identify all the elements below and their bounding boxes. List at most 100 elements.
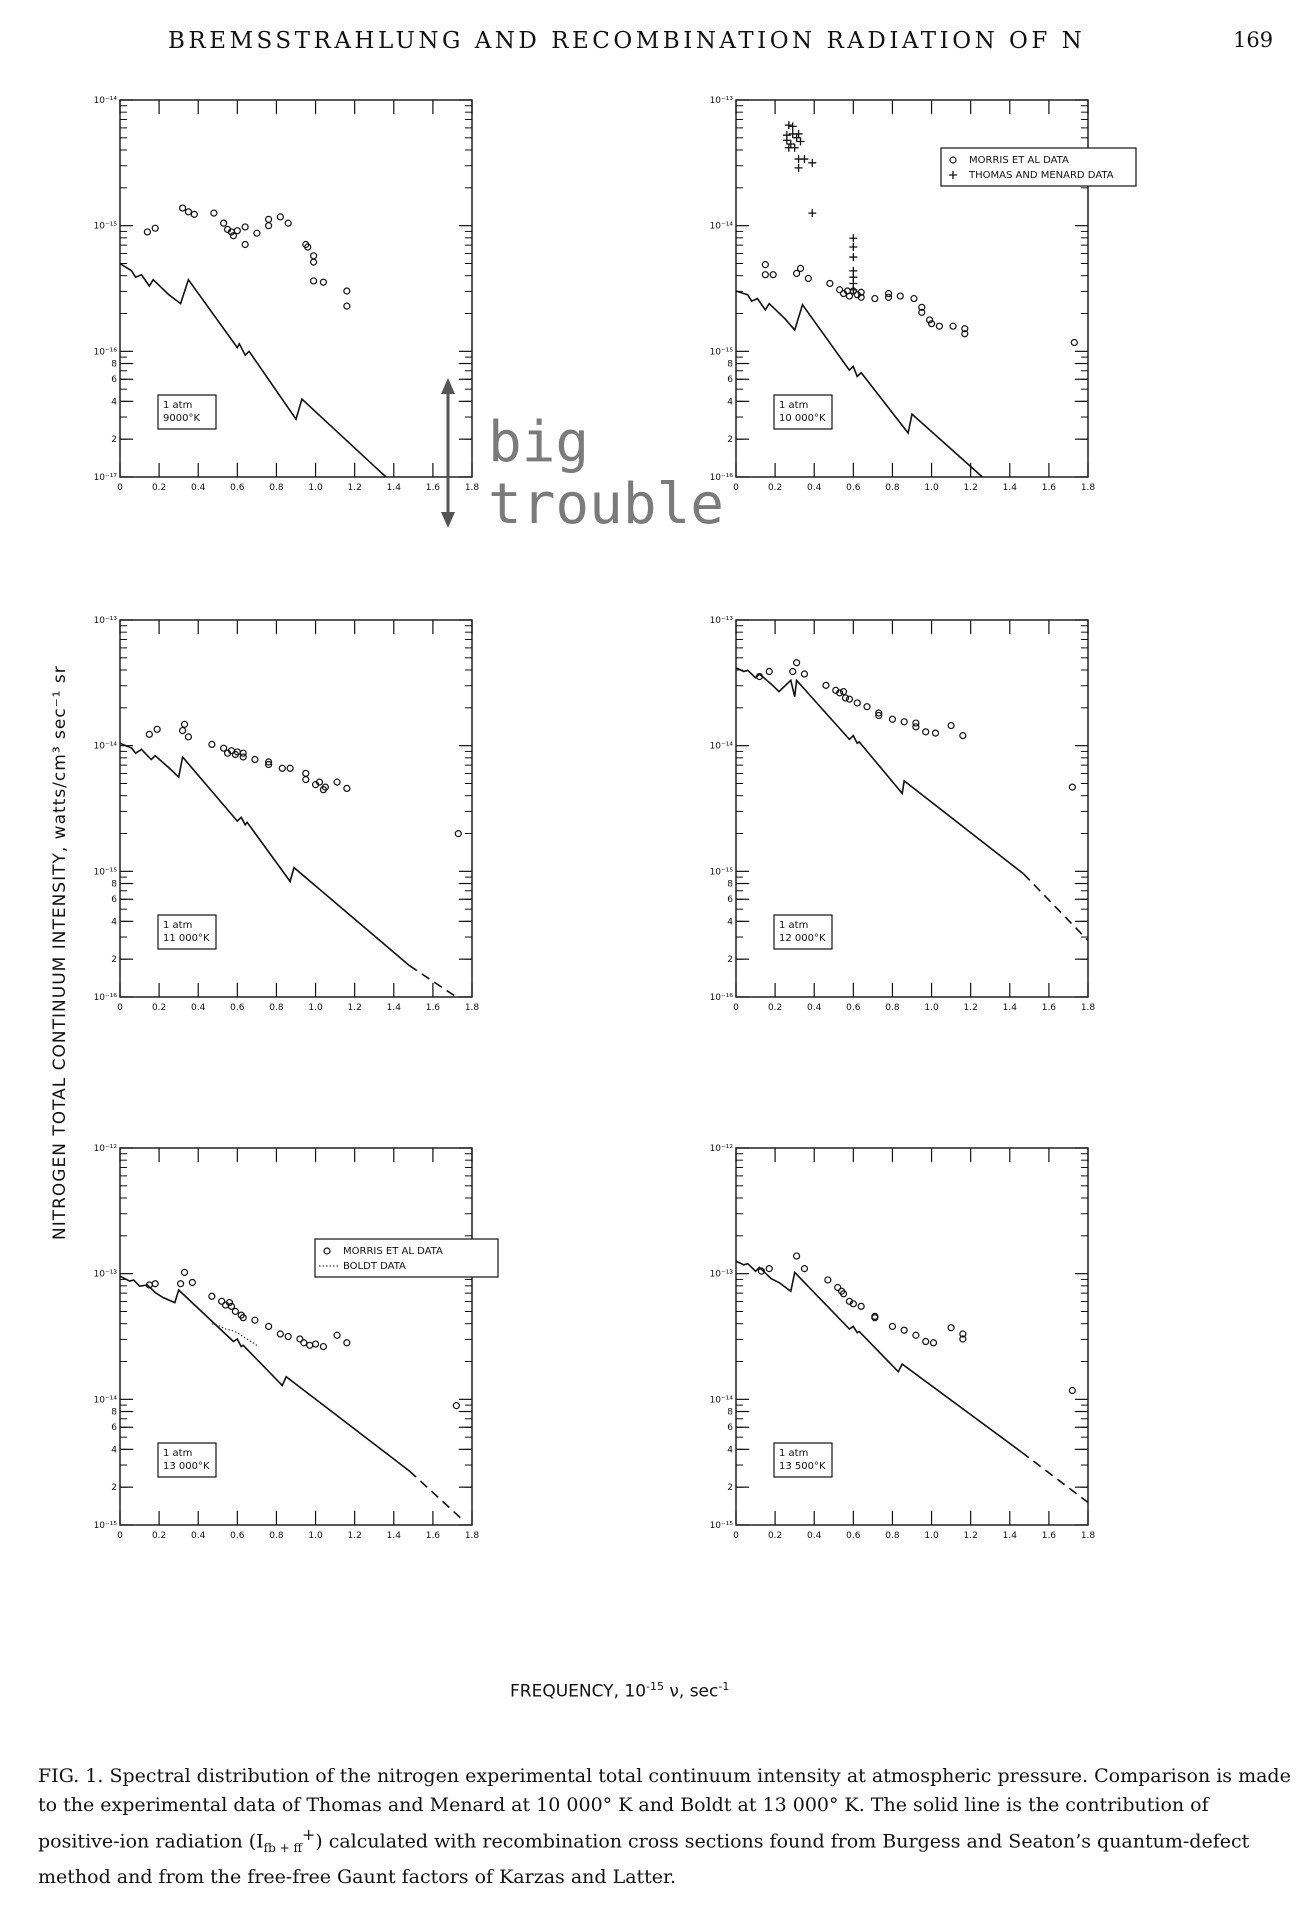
- x-tick-label: 1.8: [465, 1003, 480, 1013]
- legend-marker-circle: [949, 156, 957, 164]
- data-point-circle: [1068, 783, 1076, 791]
- data-point-circle: [845, 292, 854, 300]
- data-point-plus: [782, 136, 791, 145]
- solid-line-series: [119, 1275, 410, 1472]
- data-point-plus: [849, 285, 858, 294]
- data-point-circle: [239, 1314, 247, 1322]
- data-point-circle: [184, 733, 193, 741]
- condition-label-text: 1 atm: [163, 1448, 192, 1459]
- data-point-circle: [284, 219, 292, 227]
- data-point-circle: [310, 277, 318, 285]
- data-point-circle: [208, 1292, 216, 1300]
- data-point-circle: [793, 1252, 801, 1260]
- data-point-circle: [253, 229, 261, 237]
- data-point-plus: [849, 243, 858, 252]
- watermark-line1: big: [488, 410, 590, 475]
- x-tick-label: 1.8: [1081, 1531, 1096, 1541]
- data-point-circle: [857, 1302, 865, 1310]
- data-point-circle: [233, 227, 241, 235]
- data-point-circle: [220, 219, 228, 227]
- data-point-circle: [251, 755, 259, 764]
- y-tick-label: 10⁻¹³: [710, 1270, 734, 1280]
- caption-superscript: +: [302, 1825, 316, 1844]
- x-tick-label: 1.6: [426, 483, 441, 493]
- y-tick-label: 10⁻¹⁵: [710, 347, 734, 357]
- data-point-circle: [888, 715, 897, 723]
- data-point-circle: [231, 1307, 239, 1315]
- data-point-plus: [794, 129, 803, 138]
- data-point-circle: [959, 732, 967, 740]
- x-axis-label-prefix: FREQUENCY, 10: [510, 1681, 647, 1702]
- caption-label: FIG. 1.: [38, 1765, 104, 1787]
- data-point-circle: [225, 1298, 234, 1307]
- y-tick-label: 8: [727, 1408, 733, 1418]
- y-tick-label: 10⁻¹²: [710, 1144, 734, 1154]
- x-tick-label: 0.2: [152, 1003, 166, 1013]
- data-point-circle: [315, 778, 324, 786]
- data-point-circle: [947, 721, 955, 730]
- data-point-circle: [343, 287, 351, 295]
- data-point-circle: [151, 1280, 159, 1288]
- data-point-circle: [180, 1268, 189, 1277]
- data-point-circle: [765, 1265, 773, 1273]
- plot-frame: [119, 99, 473, 478]
- data-point-circle: [910, 294, 918, 303]
- data-point-circle: [900, 718, 908, 726]
- chart-panel-9000K: 0 0.2 0.4 0.6 0.8 1.0 1.2 1.4 1.6 1.8 10⁻¹⁷ 2 4 6 8 10⁻…: [80, 96, 600, 624]
- x-tick-label: 1.6: [1042, 1003, 1057, 1013]
- data-point-circle: [961, 330, 969, 338]
- data-point-circle: [922, 728, 930, 736]
- x-tick-label: 1.4: [387, 483, 402, 493]
- y-tick-label: 8: [111, 1408, 117, 1418]
- chart-svg-11000K: 0 0.2 0.4 0.6 0.8 1.0 1.2 1.4 1.6 1.8 10⁻¹⁶ 2 4 6 8 10⁻…: [94, 616, 480, 1013]
- caption-subscript: fb + ff: [263, 1841, 302, 1856]
- y-tick-label: 10⁻¹⁴: [94, 96, 118, 106]
- data-point-circle: [210, 209, 218, 217]
- data-point-circle: [826, 279, 834, 288]
- x-tick-label: 1.0: [308, 1531, 323, 1541]
- y-tick-label: 10⁻¹⁵: [94, 1521, 118, 1531]
- x-tick-label: 1.6: [1042, 1531, 1057, 1541]
- data-point-circle: [319, 278, 327, 286]
- data-point-circle: [900, 1326, 908, 1334]
- data-point-circle: [947, 1324, 955, 1332]
- condition-label-text: 13 000°K: [163, 1461, 210, 1472]
- condition-label-text: 1 atm: [779, 400, 808, 411]
- data-point-circle: [276, 1330, 284, 1338]
- y-tick-label: 10⁻¹⁵: [710, 867, 734, 877]
- data-point-circle: [265, 1322, 273, 1331]
- condition-label-text: 11 000°K: [163, 933, 210, 944]
- condition-label-box: [157, 1442, 217, 1478]
- plot-frame: [119, 1147, 473, 1526]
- data-point-circle: [333, 778, 341, 786]
- x-tick-label: 1.0: [308, 483, 323, 493]
- data-point-plus: [788, 122, 797, 131]
- x-tick-label: 0.4: [807, 1531, 822, 1541]
- x-tick-label: 0: [733, 483, 739, 493]
- data-point-circle: [836, 286, 844, 294]
- data-point-circle: [302, 769, 310, 777]
- data-point-circle: [239, 749, 247, 757]
- data-point-circle: [841, 694, 850, 702]
- data-point-circle: [927, 320, 936, 328]
- x-tick-label: 0.8: [885, 483, 900, 493]
- data-point-circle: [343, 302, 351, 310]
- data-point-circle: [319, 1342, 327, 1351]
- x-tick-label: 0.4: [807, 483, 822, 493]
- data-point-circle: [884, 289, 893, 298]
- data-point-circle: [251, 1316, 259, 1324]
- x-tick-label: 0.2: [768, 1531, 782, 1541]
- condition-label-text: 1 atm: [163, 920, 192, 931]
- data-point-circle: [333, 1331, 341, 1339]
- x-tick-label: 1.4: [1003, 483, 1018, 493]
- solid-line-series: [119, 262, 387, 478]
- chart-panel-10000K: 0 0.2 0.4 0.6 0.8 1.0 1.2 1.4 1.6 1.8 10⁻¹⁶ 2 4 6 8 10⁻…: [696, 96, 1216, 624]
- data-point-circle: [857, 293, 865, 301]
- data-point-circle: [1068, 1386, 1076, 1395]
- x-axis-label-exponent: -15: [646, 1680, 664, 1693]
- x-tick-label: 1.8: [465, 1531, 480, 1541]
- x-axis-label-suffix: ν, sec: [663, 1681, 719, 1702]
- data-point-circle: [454, 830, 462, 838]
- data-point-circle: [961, 325, 969, 333]
- data-point-circle: [824, 1276, 832, 1284]
